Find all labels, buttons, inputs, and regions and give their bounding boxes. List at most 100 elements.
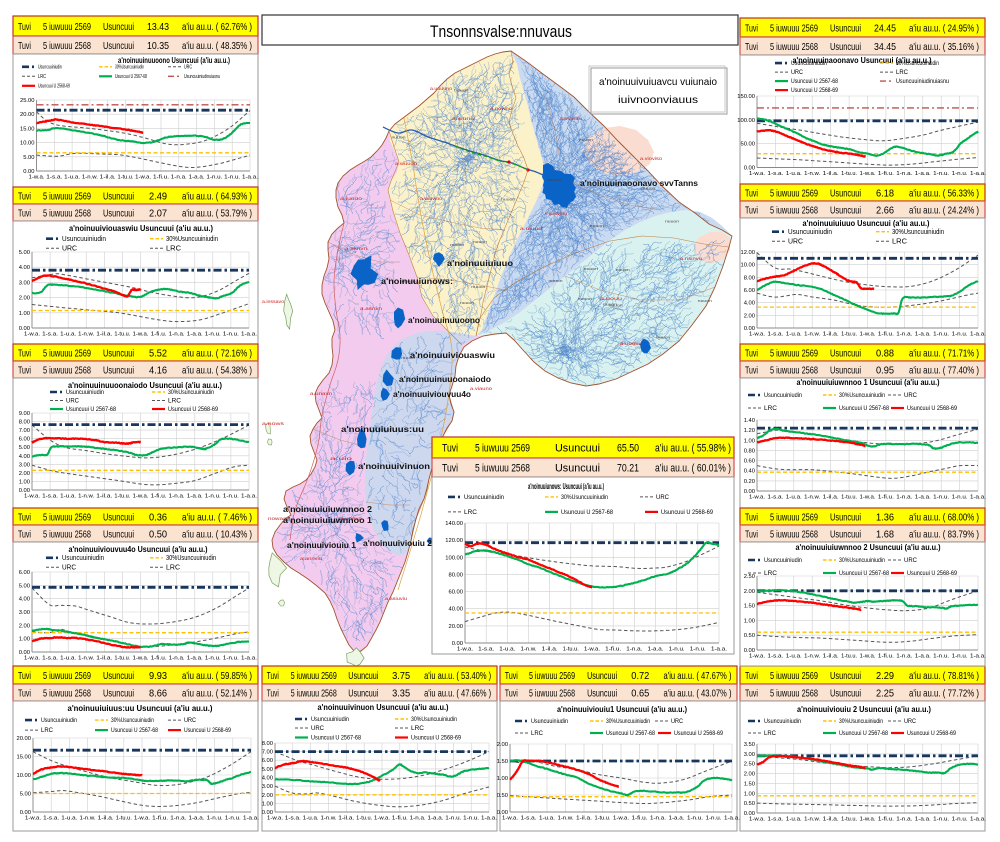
svg-text:Usuncuuiniudinuiasnu: Usuncuuiniudinuiasnu	[184, 74, 220, 80]
svg-text:5 iuwuuu 2568: 5 iuwuuu 2568	[475, 463, 530, 475]
svg-text:1-u.a.: 1-u.a.	[64, 175, 80, 181]
svg-text:URC: URC	[791, 70, 804, 76]
svg-text:1-a.a.: 1-a.a.	[970, 332, 986, 338]
svg-text:5.52: 5.52	[149, 347, 167, 359]
svg-text:a'iu au.u. ( 78.81% ): a'iu au.u. ( 78.81% )	[909, 670, 979, 682]
svg-text:a.uiuud: a.uiuud	[520, 226, 543, 231]
svg-text:1.50: 1.50	[497, 759, 508, 765]
svg-text:Usuncuui U 2567-68: Usuncuui U 2567-68	[66, 406, 116, 413]
svg-text:Usuncuui: Usuncuui	[830, 670, 861, 682]
svg-text:Usuncuui: Usuncuui	[103, 347, 134, 359]
svg-text:a.wuusuiu: a.wuusuiu	[560, 116, 583, 121]
svg-text:Usuncuui: Usuncuui	[830, 22, 861, 34]
svg-text:Usuncuui: Usuncuui	[348, 670, 378, 682]
svg-text:1-tu.u.: 1-tu.u.	[114, 656, 130, 662]
svg-text:Usuncuui: Usuncuui	[830, 511, 861, 523]
svg-text:1-a.a.: 1-a.a.	[915, 332, 931, 338]
svg-text:Tuvi: Tuvi	[745, 347, 758, 359]
svg-text:1-s.a.: 1-s.a.	[767, 171, 783, 177]
svg-text:nuuon: nuuon	[471, 285, 485, 289]
svg-text:a'noinuuiviouiu 2: a'noinuuiviouiu 2	[363, 538, 432, 548]
svg-text:1-n.a.: 1-n.a.	[896, 171, 912, 177]
svg-text:30%Usuncuuiniudin: 30%Usuncuuiniudin	[839, 392, 885, 399]
svg-text:Usuncuuiniudinuiasnu: Usuncuuiniudinuiasnu	[896, 79, 949, 85]
svg-text:Usuncuui: Usuncuui	[103, 364, 134, 376]
svg-text:7.00: 7.00	[262, 750, 273, 756]
svg-text:1-a.a.: 1-a.a.	[428, 816, 444, 822]
svg-text:1-n.w.: 1-n.w.	[804, 654, 820, 660]
svg-text:1-n.u.: 1-n.u.	[952, 332, 968, 338]
svg-text:1-s.a.: 1-s.a.	[767, 332, 783, 338]
svg-text:nuuon: nuuon	[609, 303, 623, 307]
svg-text:1.00: 1.00	[744, 791, 755, 797]
svg-text:Usuncuui: Usuncuui	[103, 670, 134, 682]
svg-text:6.00: 6.00	[262, 758, 273, 764]
svg-text:1-a.a.: 1-a.a.	[724, 816, 740, 822]
svg-text:URC: URC	[62, 244, 77, 253]
svg-text:0.00: 0.00	[23, 169, 34, 175]
svg-text:0.20: 0.20	[744, 479, 755, 485]
svg-text:1-fi.u.: 1-fi.u.	[152, 816, 168, 822]
svg-text:1-u.a.: 1-u.a.	[786, 332, 802, 338]
svg-text:1-il.a.: 1-il.a.	[823, 332, 839, 338]
svg-text:0.60: 0.60	[744, 459, 755, 465]
svg-text:1-n.a.: 1-n.a.	[896, 332, 912, 338]
svg-text:Tuvi: Tuvi	[18, 511, 31, 523]
svg-text:1-u.a.: 1-u.a.	[786, 817, 802, 823]
svg-text:1-n.u.: 1-n.u.	[669, 647, 685, 653]
svg-text:a'noinuuinuuoonaiodo Usuncuui: a'noinuuinuuoonaiodo Usuncuui (a'iu au.u…	[68, 380, 222, 390]
svg-text:Usuncuui: Usuncuui	[587, 670, 617, 682]
svg-text:nuuon: nuuon	[454, 89, 468, 93]
svg-text:1-s.a.: 1-s.a.	[478, 647, 494, 653]
svg-text:a'iu au.u. ( 62.76% ): a'iu au.u. ( 62.76% )	[182, 21, 252, 33]
svg-text:nuuon: nuuon	[590, 224, 604, 228]
svg-text:Tnsonnsvalse:nnuvaus: Tnsonnsvalse:nnuvaus	[430, 22, 572, 41]
svg-text:1-tu.u.: 1-tu.u.	[114, 494, 130, 500]
svg-text:5 iuwuuu 2568: 5 iuwuuu 2568	[43, 207, 91, 219]
svg-text:URC: URC	[671, 718, 683, 725]
svg-text:1-w.a.: 1-w.a.	[613, 816, 629, 822]
svg-text:a'iu au.u. ( 54.38% ): a'iu au.u. ( 54.38% )	[182, 364, 252, 376]
svg-text:URC: URC	[656, 494, 669, 501]
svg-text:Tuvi: Tuvi	[745, 528, 758, 540]
svg-text:a'noinuuiviouvuu4o Usuncuui (a: a'noinuuiviouvuu4o Usuncuui (a'iu au.u.)	[69, 544, 208, 554]
svg-text:a'noinuuiviouiu 1: a'noinuuiviouiu 1	[287, 540, 356, 550]
svg-text:1-il.a.: 1-il.a.	[338, 816, 354, 822]
svg-text:a'noinuuiuiuuo Usuncuui (a'iu: a'noinuuiuiuuo Usuncuui (a'iu au.u.)	[803, 218, 930, 228]
svg-text:1.68: 1.68	[876, 528, 894, 540]
svg-text:1-n.u.: 1-n.u.	[933, 332, 949, 338]
svg-text:1-tu.u.: 1-tu.u.	[841, 654, 857, 660]
svg-text:1-n.u.: 1-n.u.	[205, 656, 221, 662]
svg-text:8.00: 8.00	[19, 420, 30, 426]
svg-text:Usuncuui U 2568-69: Usuncuui U 2568-69	[168, 406, 218, 413]
svg-text:1-w.a.: 1-w.a.	[860, 171, 876, 177]
svg-text:URC: URC	[62, 565, 76, 572]
svg-text:1-n.u.: 1-n.u.	[952, 817, 968, 823]
svg-text:a.nsinvu: a.nsinvu	[680, 256, 703, 261]
svg-text:1-w.a.: 1-w.a.	[860, 817, 876, 823]
svg-text:a'iu au.u. ( 77.72% ): a'iu au.u. ( 77.72% )	[909, 687, 979, 699]
svg-text:30%Usuncuuiniudin: 30%Usuncuuiniudin	[111, 718, 154, 724]
svg-text:a'noinuuivinuon: a'noinuuivinuon	[358, 461, 430, 471]
svg-text:2.00: 2.00	[19, 471, 30, 477]
svg-text:LRC: LRC	[764, 405, 777, 412]
svg-text:1-w.a.: 1-w.a.	[24, 332, 40, 338]
svg-text:1-n.u.: 1-n.u.	[933, 171, 949, 177]
svg-text:1-n.w.: 1-n.w.	[78, 656, 94, 662]
svg-text:2.66: 2.66	[876, 204, 894, 216]
svg-text:1-n.u.: 1-n.u.	[223, 656, 239, 662]
svg-text:0.00: 0.00	[744, 326, 755, 332]
svg-text:a.annviu: a.annviu	[300, 556, 323, 561]
svg-text:Tuvi: Tuvi	[18, 40, 31, 52]
svg-text:a.wuna: a.wuna	[452, 116, 475, 121]
svg-text:1-tu.u.: 1-tu.u.	[595, 816, 611, 822]
svg-text:3.00: 3.00	[19, 610, 30, 616]
svg-text:LRC: LRC	[892, 237, 907, 246]
svg-text:1-u.a.: 1-u.a.	[786, 654, 802, 660]
svg-text:1-s.a.: 1-s.a.	[43, 816, 59, 822]
svg-text:1-u.a.: 1-u.a.	[539, 816, 555, 822]
svg-text:0.00: 0.00	[497, 810, 508, 816]
svg-text:8.00: 8.00	[262, 741, 273, 747]
svg-text:1-n.a.: 1-n.a.	[169, 656, 185, 662]
svg-text:0.72: 0.72	[631, 670, 649, 682]
